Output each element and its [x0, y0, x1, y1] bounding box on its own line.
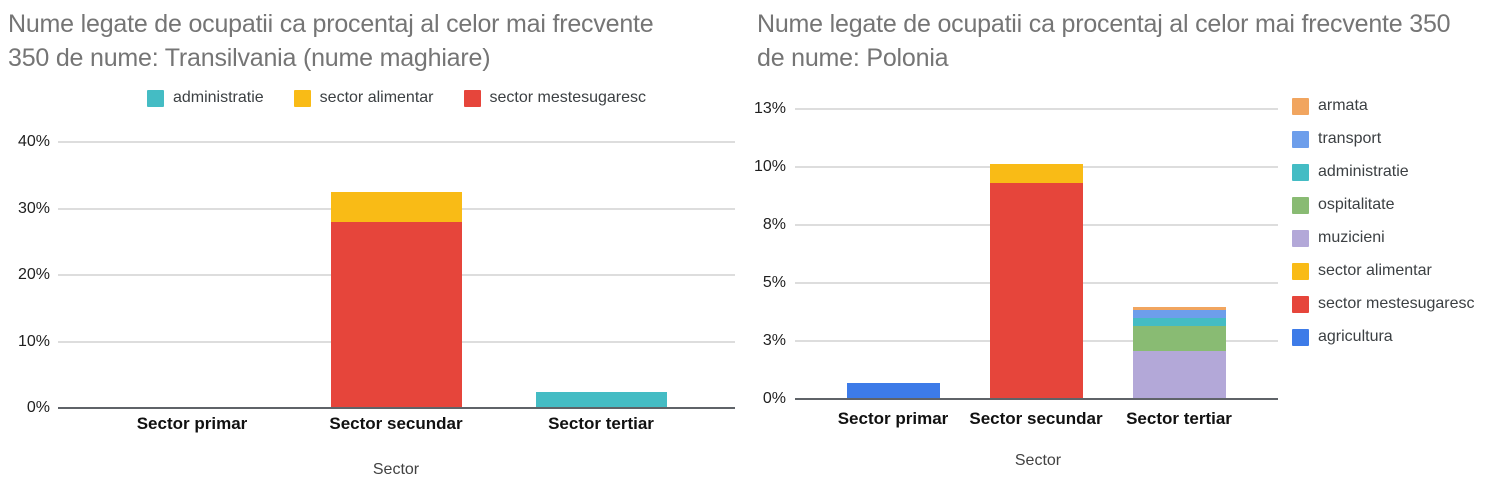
- bar-segment-armata[interactable]: [1132, 307, 1226, 311]
- x-category-label-sector-tertiar: Sector tertiar: [548, 414, 654, 433]
- chart-title-polonia: Nume legate de ocupatii ca procentaj al …: [757, 7, 1500, 75]
- x-category-label-sector-tertiar: Sector tertiar: [1126, 409, 1232, 428]
- x-category-label-sector-primar: Sector primar: [136, 414, 248, 433]
- legend-label: sector alimentar: [1318, 262, 1432, 279]
- chart-title-line: Nume legate de ocupatii ca procentaj al …: [757, 10, 1451, 38]
- legend-swatch-sector-alimentar: [1292, 262, 1309, 280]
- bar-segment-administratie[interactable]: [1132, 318, 1226, 326]
- legend-swatch-administratie: [1292, 163, 1309, 181]
- y-tick-label: 10%: [753, 158, 786, 175]
- legend-label: agricultura: [1318, 328, 1393, 345]
- legend-swatch-ospitalitate: [1292, 196, 1309, 214]
- legend-label: sector mestesugaresc: [489, 89, 647, 106]
- y-tick-label: 8%: [762, 216, 786, 233]
- legend-item-administratie: administratie: [1292, 162, 1475, 182]
- legend-swatch-transport: [1292, 130, 1309, 148]
- legend-item-sector-mestesugaresc: sector mestesugaresc: [1292, 294, 1475, 314]
- legend-swatch-sector-mestesugaresc: [1292, 295, 1309, 313]
- x-axis-baseline: [795, 398, 1278, 400]
- chart-title-line: 350 de nume: Transilvania (nume maghiare…: [8, 44, 491, 72]
- y-tick-label: 10%: [17, 332, 50, 350]
- bar-segment-ospitalitate[interactable]: [1132, 325, 1226, 352]
- legend-item-administratie: administratie: [146, 88, 264, 108]
- gridline: [795, 108, 1278, 110]
- legend-item-ospitalitate: ospitalitate: [1292, 195, 1475, 215]
- bar-segment-muzicieni[interactable]: [1132, 351, 1226, 399]
- legend-item-agricultura: agricultura: [1292, 327, 1475, 347]
- legend-label: armata: [1318, 97, 1368, 114]
- legend-label: administratie: [1318, 163, 1409, 180]
- y-tick-label: 40%: [17, 133, 50, 151]
- legend-swatch-sector-mestesugaresc: [463, 89, 481, 107]
- legend-label: transport: [1318, 130, 1382, 147]
- y-tick-label: 13%: [753, 100, 786, 117]
- legend-item-transport: transport: [1292, 129, 1475, 149]
- legend-swatch-sector-alimentar: [293, 89, 311, 107]
- legend-item-muzicieni: muzicieni: [1292, 228, 1475, 248]
- chart-title-line: Nume legate de ocupatii ca procentaj al …: [8, 10, 654, 38]
- y-tick-label: 30%: [17, 199, 50, 217]
- legend-label: sector mestesugaresc: [1318, 295, 1475, 312]
- bar-segment-sector-mestesugaresc[interactable]: [989, 183, 1083, 399]
- bar-segment-sector-alimentar[interactable]: [330, 192, 462, 223]
- y-tick-label: 5%: [762, 274, 786, 291]
- y-tick-label: 20%: [17, 266, 50, 284]
- x-category-label-sector-secundar: Sector secundar: [329, 414, 463, 433]
- legend-label: ospitalitate: [1318, 196, 1395, 213]
- legend-polonia: armata transport administratie ospitalitate…: [1292, 96, 1475, 347]
- legend-item-sector-mestesugaresc: sector mestesugaresc: [463, 88, 647, 108]
- x-category-label-sector-secundar: Sector secundar: [969, 409, 1103, 428]
- y-tick-label: 0%: [26, 399, 50, 416]
- legend-item-sector-alimentar: sector alimentar: [293, 88, 434, 108]
- chart-title-line: de nume: Polonia: [757, 44, 949, 72]
- bar-segment-sector-alimentar[interactable]: [989, 163, 1083, 184]
- legend-label: sector alimentar: [319, 89, 434, 106]
- chart-title-transilvania: Nume legate de ocupatii ca procentaj al …: [8, 7, 748, 75]
- x-axis-baseline: [58, 407, 735, 409]
- x-category-label-sector-primar: Sector primar: [837, 409, 949, 428]
- legend-label: muzicieni: [1318, 229, 1385, 246]
- legend-transilvania: administratie sector alimentar sector mest…: [58, 88, 735, 108]
- legend-item-armata: armata: [1292, 96, 1475, 116]
- bar-segment-administratie[interactable]: [535, 392, 667, 408]
- x-axis-title: Sector: [1014, 452, 1062, 469]
- legend-swatch-armata: [1292, 97, 1309, 115]
- legend-swatch-administratie: [146, 89, 164, 107]
- legend-label: administratie: [172, 89, 264, 106]
- x-axis-title: Sector: [372, 461, 420, 478]
- legend-swatch-agricultura: [1292, 328, 1309, 346]
- legend-swatch-muzicieni: [1292, 229, 1309, 247]
- y-tick-label: 0%: [762, 390, 786, 407]
- y-tick-label: 3%: [762, 332, 786, 349]
- bar-segment-sector-mestesugaresc[interactable]: [330, 222, 462, 408]
- legend-item-sector-alimentar: sector alimentar: [1292, 261, 1475, 281]
- gridline: [58, 141, 735, 144]
- bar-segment-agricultura[interactable]: [846, 382, 940, 399]
- bar-segment-transport[interactable]: [1132, 310, 1226, 319]
